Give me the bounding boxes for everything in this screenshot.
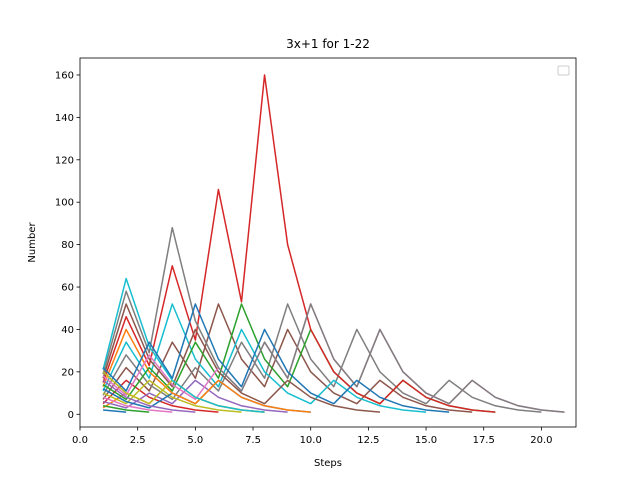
x-axis-title: Steps [314, 458, 342, 469]
series-line-21 [102, 277, 265, 413]
chart-title: 3x+1 for 1-22 [286, 37, 370, 51]
y-tick-label: 80 [61, 240, 74, 251]
x-tick-label: 10.0 [300, 435, 322, 446]
series-line-4 [102, 405, 150, 413]
x-tick-label: 0.0 [72, 435, 88, 446]
y-tick-label: 140 [55, 113, 74, 124]
y-tick-label: 0 [68, 410, 74, 421]
x-tick-label: 12.5 [357, 435, 379, 446]
legend-box [557, 65, 570, 76]
axes-frame [79, 57, 577, 428]
x-tick-label: 2.5 [130, 435, 146, 446]
y-tick-label: 60 [61, 283, 74, 294]
x-axis: 0.0 2.5 5.0 7.5 10.0 12.5 15.0 17.5 20.0 [72, 427, 553, 446]
y-axis-title: Number [27, 222, 38, 263]
series-line-22 [102, 303, 450, 413]
y-tick-label: 20 [61, 367, 74, 378]
y-tick-label: 160 [55, 70, 74, 81]
series-layer [102, 74, 565, 413]
series-line-17 [102, 303, 380, 413]
y-axis: 0 20 40 60 80 100 120 140 160 [55, 70, 80, 421]
x-tick-label: 7.5 [245, 435, 261, 446]
x-tick-label: 20.0 [530, 435, 552, 446]
series-line-16 [102, 379, 196, 413]
plot-area [80, 58, 576, 427]
series-line-15 [102, 74, 496, 413]
series-line-10 [102, 379, 242, 413]
x-tick-label: 15.0 [415, 435, 437, 446]
series-line-19 [102, 226, 565, 413]
series-line-8 [102, 396, 173, 413]
y-tick-label: 40 [61, 325, 74, 336]
y-tick-label: 100 [55, 198, 74, 209]
series-line-13 [102, 328, 311, 413]
series-line-5 [102, 379, 219, 413]
series-line-7 [102, 303, 473, 413]
x-tick-label: 5.0 [187, 435, 203, 446]
series-line-2 [103, 409, 127, 413]
y-tick-label: 120 [55, 155, 74, 166]
x-tick-label: 17.5 [473, 435, 495, 446]
